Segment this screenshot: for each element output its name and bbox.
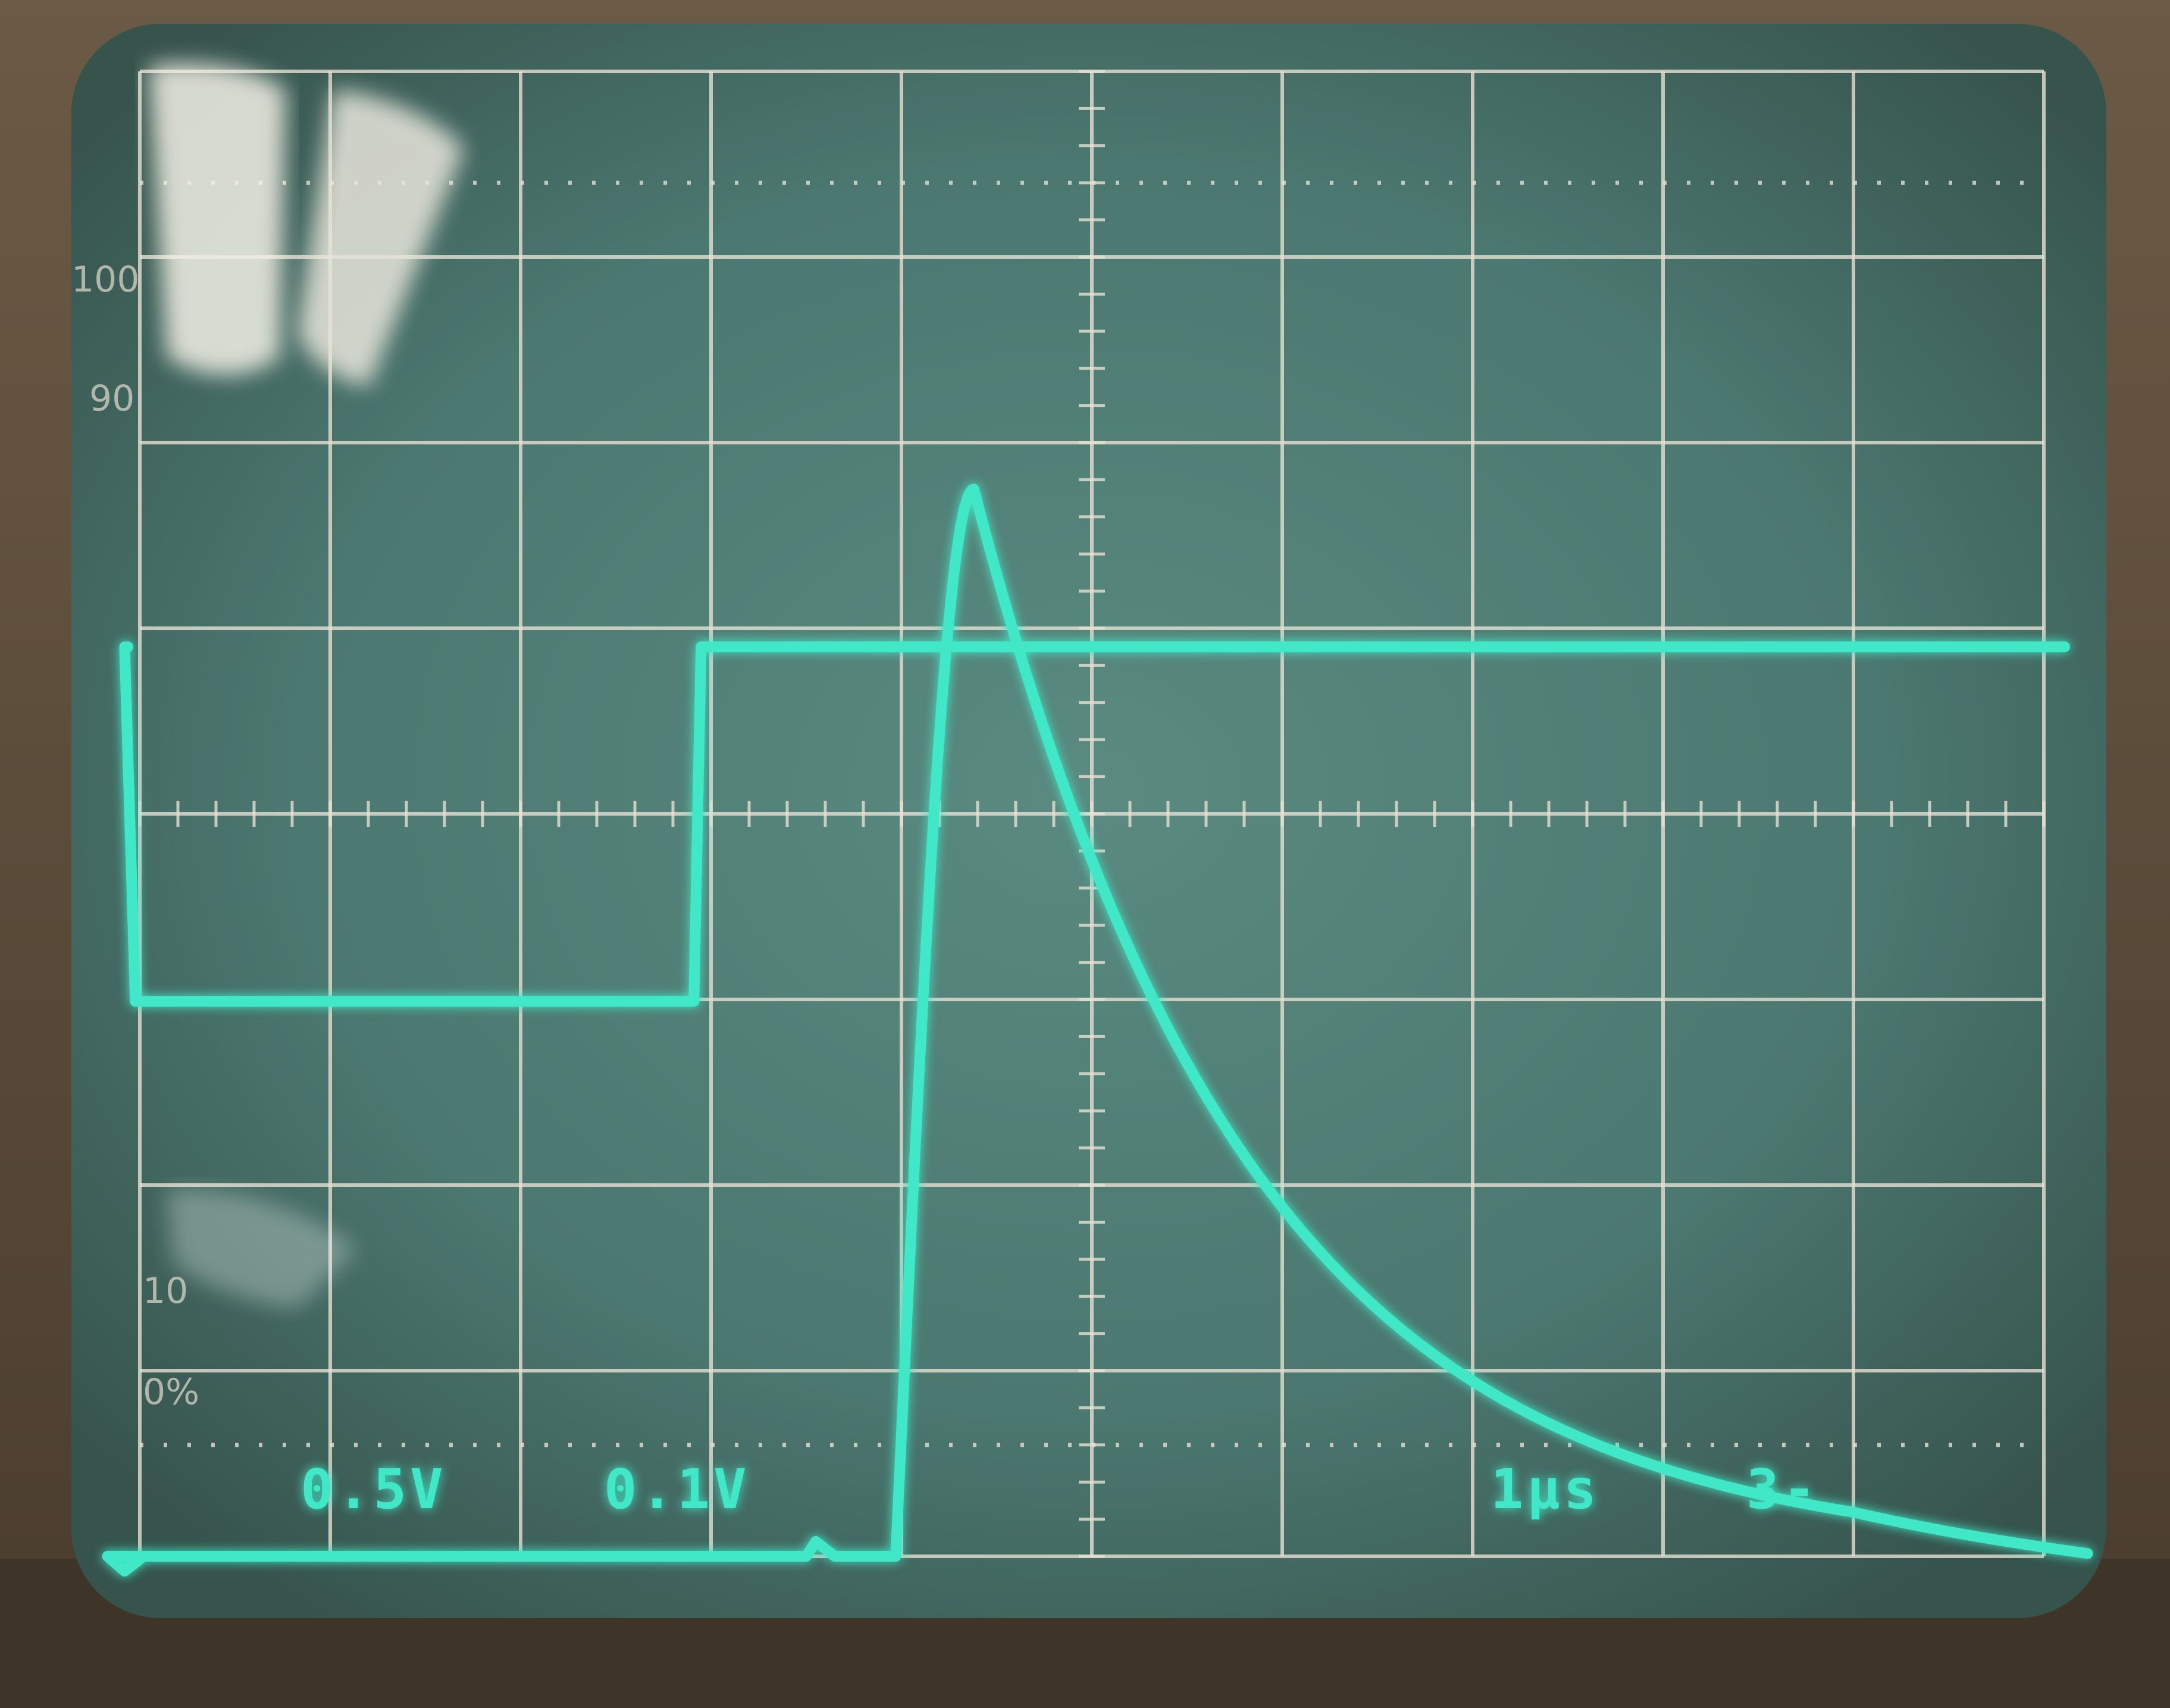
graticule-mark-0-percent: 0% [143,1371,199,1413]
traces [102,484,2093,1577]
graticule-mark-90: 90 [89,378,134,419]
trigger-readout: 3- [1746,1458,1820,1521]
ch1-gate-pulse-trace [119,641,2070,1007]
ch2-spike-decay-trace [102,484,2093,1577]
graticule-mark-100: 100 [71,259,140,300]
timebase-readout: 1μs [1490,1458,1600,1521]
graticule-mark-10: 10 [143,1270,188,1312]
screen-glare [149,63,464,1309]
ch2-scale-readout: 0.1V [604,1458,750,1521]
ch1-scale-readout: 0.5V [300,1458,447,1521]
crt-screen [71,24,2106,1618]
